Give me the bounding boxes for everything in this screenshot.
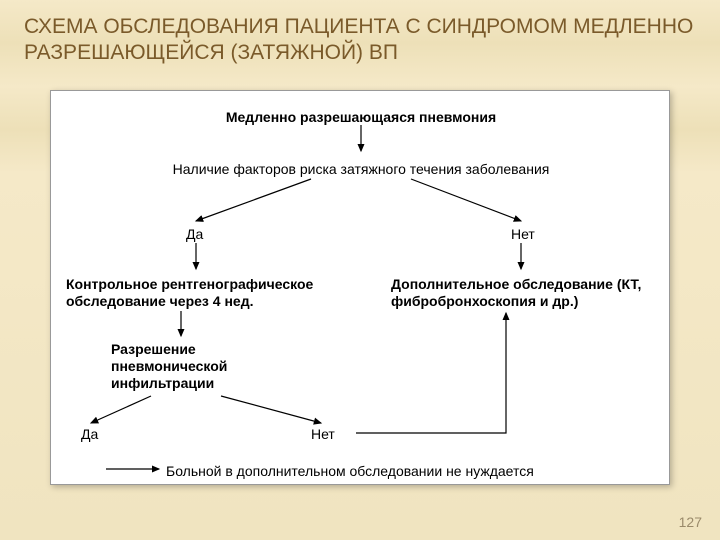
slide-title: СХЕМА ОБСЛЕДОВАНИЯ ПАЦИЕНТА С СИНДРОМОМ … <box>24 14 696 67</box>
node-start: Медленно разрешающаяся пневмония <box>51 109 671 126</box>
edge-resolve-yes2 <box>91 396 151 423</box>
node-yes2: Да <box>81 426 98 443</box>
page-number: 127 <box>679 514 702 530</box>
node-no1: Нет <box>511 226 535 243</box>
edge-risk-no1 <box>411 179 521 221</box>
node-risk: Наличие факторов риска затяжного течения… <box>51 161 671 178</box>
edge-no2-extra <box>356 313 506 433</box>
node-no2: Нет <box>311 426 335 443</box>
node-resolve: Разрешение пневмонической инфильтрации <box>111 341 271 391</box>
edge-resolve-no2 <box>221 396 321 423</box>
edge-risk-yes1 <box>196 179 311 221</box>
node-xray: Контрольное рентгенографическое обследов… <box>66 276 346 310</box>
flowchart-container: Медленно разрешающаяся пневмония Наличие … <box>50 90 670 485</box>
node-yes1: Да <box>186 226 203 243</box>
node-extra: Дополнительное обследование (КТ, фибробр… <box>391 276 661 310</box>
node-final: Больной в дополнительном обследовании не… <box>166 463 534 480</box>
